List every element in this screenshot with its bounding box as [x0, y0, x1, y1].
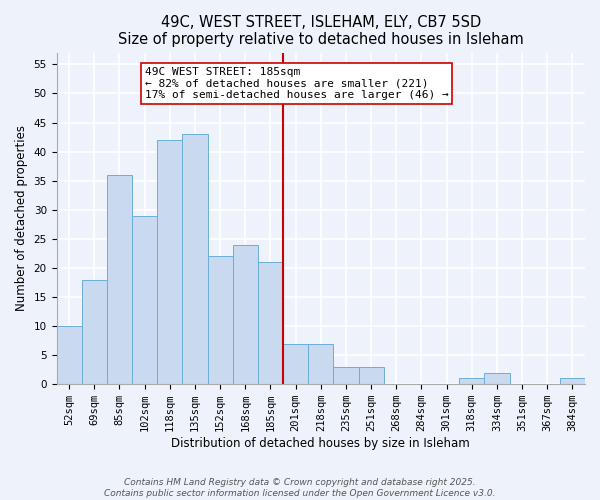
Bar	[107, 175, 132, 384]
Title: 49C, WEST STREET, ISLEHAM, ELY, CB7 5SD
Size of property relative to detached ho: 49C, WEST STREET, ISLEHAM, ELY, CB7 5SD …	[118, 15, 524, 48]
Bar	[82, 280, 107, 384]
X-axis label: Distribution of detached houses by size in Isleham: Distribution of detached houses by size …	[172, 437, 470, 450]
Bar	[560, 378, 585, 384]
Bar	[359, 367, 383, 384]
Text: 49C WEST STREET: 185sqm
← 82% of detached houses are smaller (221)
17% of semi-d: 49C WEST STREET: 185sqm ← 82% of detache…	[145, 68, 448, 100]
Bar	[182, 134, 208, 384]
Text: Contains HM Land Registry data © Crown copyright and database right 2025.
Contai: Contains HM Land Registry data © Crown c…	[104, 478, 496, 498]
Y-axis label: Number of detached properties: Number of detached properties	[15, 126, 28, 312]
Bar	[56, 326, 82, 384]
Bar	[208, 256, 233, 384]
Bar	[283, 344, 308, 384]
Bar	[132, 216, 157, 384]
Bar	[484, 372, 509, 384]
Bar	[334, 367, 359, 384]
Bar	[459, 378, 484, 384]
Bar	[157, 140, 182, 384]
Bar	[258, 262, 283, 384]
Bar	[233, 244, 258, 384]
Bar	[308, 344, 334, 384]
